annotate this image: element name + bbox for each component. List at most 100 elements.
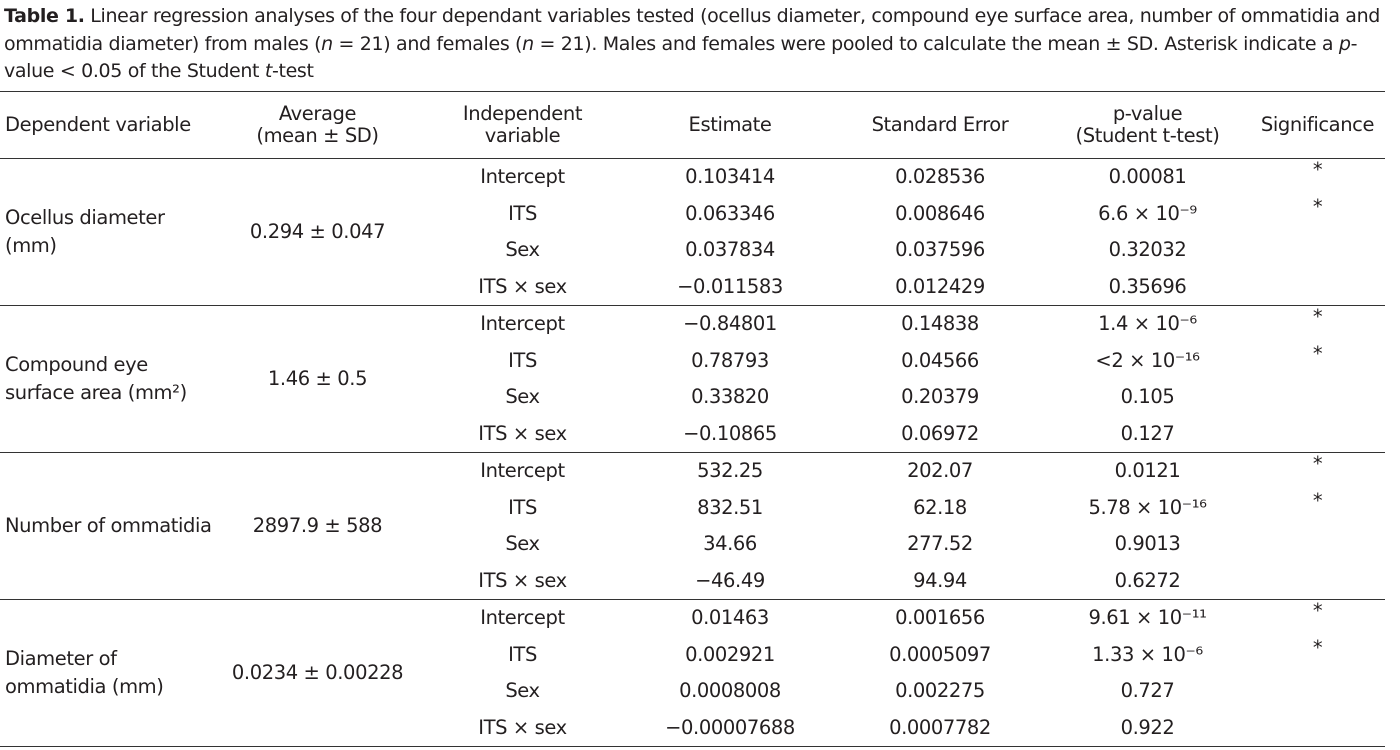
dependent-variable: Number of ommatidia (0, 452, 215, 600)
p-value: 0.922 (1045, 709, 1250, 747)
table: Dependent variable Average (mean ± SD) Inde… (0, 91, 1385, 747)
caption-text: n (321, 32, 333, 55)
dependent-text: Compound eye (5, 353, 148, 376)
significance: * (1312, 599, 1323, 622)
average: 1.46 ± 0.5 (215, 305, 420, 453)
average: 0.0234 ± 0.00228 (215, 599, 420, 747)
dependent-text: Diameter of (5, 647, 117, 670)
standard-error: 0.20379 (901, 385, 979, 409)
caption-text: t (264, 60, 272, 82)
caption: Table 1. Linear regression analyses of t… (4, 3, 1394, 86)
table-row: ITS 0.002921 0.0005097 1.33 × 10⁻⁶ * (0, 636, 1385, 674)
caption-text: = 21). Males and females were pooled to … (533, 32, 1339, 55)
estimate: 34.66 (703, 532, 757, 556)
table-row: ITS 0.063346 0.008646 6.6 × 10⁻⁹ * (0, 194, 1385, 233)
header-text: Standard Error (871, 113, 1009, 136)
significance (1250, 673, 1385, 710)
table-row: Number of ommatidia 2897.9 ± 588 Intercept… (0, 452, 1385, 600)
caption-text: -value < 0.05 of the Student (4, 32, 1358, 83)
estimate: −0.10865 (625, 415, 835, 453)
estimate: 0.33820 (691, 385, 769, 409)
caption-text: n (522, 32, 534, 55)
p-value: 0.35696 (1045, 268, 1250, 306)
average: 2897.9 ± 588 (215, 452, 420, 600)
estimate: 0.063346 (685, 201, 775, 225)
independent-variable: ITS (508, 642, 537, 666)
table-row: Sex 34.66 277.52 0.9013 (0, 526, 1385, 563)
estimate: 532.25 (697, 459, 763, 483)
significance: * (1312, 194, 1323, 218)
header-text: (Student t-test) (1075, 124, 1220, 147)
independent-variable: Intercept (480, 312, 565, 336)
table-row: Compound eye surface area (mm²) 1.46 ± 0.5… (0, 305, 1385, 453)
table-row: Sex 0.33820 0.20379 0.105 (0, 379, 1385, 416)
p-value: 0.6272 (1045, 562, 1250, 600)
caption-text: -test (271, 60, 314, 82)
average: 0.294 ± 0.047 (215, 158, 420, 306)
estimate: 832.51 (697, 495, 763, 519)
dependent-text: Number of ommatidia (5, 514, 212, 537)
dependent-text: (mm) (5, 234, 57, 257)
independent-variable: ITS (508, 348, 537, 372)
independent-variable: Intercept (480, 459, 565, 483)
table-row: ITS × sex −0.10865 0.06972 0.127 (0, 415, 1385, 453)
header-text: Average (278, 102, 357, 125)
caption-text: Linear regression analyses of the four d… (4, 5, 1381, 55)
header-text: Significance (1260, 113, 1375, 136)
standard-error: 0.06972 (835, 415, 1045, 453)
significance (1250, 232, 1385, 269)
estimate: −46.49 (625, 562, 835, 600)
header-text: variable (484, 124, 561, 147)
independent-variable: Sex (505, 679, 540, 703)
independent-variable: ITS (508, 495, 537, 519)
header-text: Independent (462, 102, 583, 125)
p-value: 1.33 × 10⁻⁶ (1092, 642, 1203, 666)
dependent-text: ommatidia (mm) (5, 675, 164, 698)
p-value: 9.61 × 10⁻¹¹ (1088, 606, 1207, 630)
header-text: (mean ± SD) (256, 124, 379, 147)
independent-variable: ITS × sex (420, 415, 625, 453)
standard-error: 0.008646 (895, 201, 985, 225)
table-row: ITS × sex −0.011583 0.012429 0.35696 (0, 268, 1385, 306)
standard-error: 0.001656 (895, 606, 985, 630)
independent-variable: Intercept (480, 165, 565, 189)
p-value: 0.9013 (1114, 532, 1181, 556)
standard-error: 0.0007782 (835, 709, 1045, 747)
standard-error: 0.0005097 (889, 642, 991, 666)
p-value: 0.00081 (1108, 165, 1187, 189)
table-body: Ocellus diameter (mm) 0.294 ± 0.047 Interce… (0, 158, 1385, 747)
table-row: ITS 832.51 62.18 5.78 × 10⁻¹⁶ * (0, 489, 1385, 527)
independent-variable: Sex (505, 238, 540, 262)
independent-variable: Sex (505, 385, 540, 409)
estimate: −0.00007688 (625, 709, 835, 747)
p-value: 0.727 (1120, 679, 1175, 703)
standard-error: 0.14838 (901, 312, 979, 336)
table-row: Sex 0.0008008 0.002275 0.727 (0, 673, 1385, 710)
caption-label: Table 1. (4, 5, 85, 27)
header-cell: p-value (Student t-test) (1045, 91, 1250, 159)
standard-error: 0.037596 (895, 238, 985, 262)
table-row: Sex 0.037834 0.037596 0.32032 (0, 232, 1385, 269)
table-row: Diameter of ommatidia (mm) 0.0234 ± 0.0022… (0, 599, 1385, 747)
header-row: Dependent variable Average (mean ± SD) Inde… (0, 91, 1385, 159)
p-value: 0.127 (1045, 415, 1250, 453)
header-cell: Dependent variable (0, 91, 215, 159)
independent-variable: Sex (505, 532, 540, 556)
standard-error: 202.07 (907, 459, 973, 483)
dependent-variable: Diameter of ommatidia (mm) (0, 599, 215, 747)
significance: * (1312, 452, 1323, 475)
dependent-text: Ocellus diameter (5, 206, 165, 229)
estimate: −0.84801 (683, 312, 777, 336)
header-text: p-value (1112, 102, 1183, 125)
standard-error: 0.012429 (835, 268, 1045, 306)
table-row: Ocellus diameter (mm) 0.294 ± 0.047 Interce… (0, 158, 1385, 306)
p-value: 5.78 × 10⁻¹⁶ (1088, 495, 1207, 519)
header-cell: Significance (1250, 91, 1385, 159)
standard-error: 0.028536 (895, 165, 985, 189)
header-text: Dependent variable (5, 113, 191, 136)
table-row: ITS × sex −0.00007688 0.0007782 0.922 (0, 709, 1385, 747)
p-value: 0.32032 (1108, 238, 1187, 262)
significance (1250, 526, 1385, 563)
significance (1250, 562, 1385, 600)
